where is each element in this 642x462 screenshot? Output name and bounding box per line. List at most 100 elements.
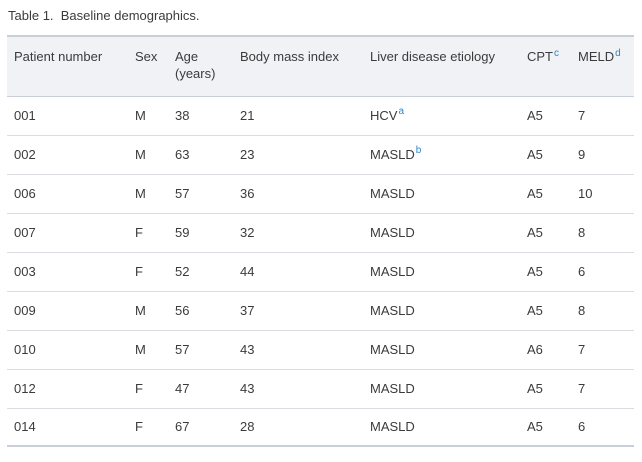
table-row: 002 M 63 23 MASLDb A5 9 bbox=[7, 135, 634, 175]
cell-body-mass-index: 37 bbox=[233, 291, 363, 331]
cell-age: 47 bbox=[168, 369, 233, 409]
cell-age: 52 bbox=[168, 252, 233, 292]
cell-body-mass-index: 36 bbox=[233, 174, 363, 214]
cell-age: 67 bbox=[168, 408, 233, 447]
cell-liver-disease-etiology: MASLD bbox=[363, 291, 520, 331]
cell-patient-number: 006 bbox=[7, 174, 128, 214]
cell-sex: M bbox=[128, 135, 168, 175]
cell-meld: 8 bbox=[571, 291, 634, 331]
col-header-label: Liver disease etiology bbox=[370, 49, 496, 64]
col-header-label: Age (years) bbox=[175, 49, 216, 81]
cell-sex: M bbox=[128, 291, 168, 331]
table-row: 012 F 47 43 MASLD A5 7 bbox=[7, 369, 634, 409]
cell-cpt: A5 bbox=[520, 135, 571, 175]
table-body: 001 M 38 21 HCVa A5 7 002 M 63 23 MASLDb… bbox=[7, 96, 634, 447]
table-row: 003 F 52 44 MASLD A5 6 bbox=[7, 252, 634, 292]
cell-body-mass-index: 23 bbox=[233, 135, 363, 175]
table-caption: Table 1. Baseline demographics. bbox=[8, 8, 200, 23]
etiology-text: MASLD bbox=[370, 418, 415, 434]
etiology-text: MASLD bbox=[370, 302, 415, 318]
cell-patient-number: 007 bbox=[7, 213, 128, 253]
cell-sex: M bbox=[128, 96, 168, 136]
cell-liver-disease-etiology: MASLD bbox=[363, 252, 520, 292]
cell-liver-disease-etiology: MASLDb bbox=[363, 135, 520, 175]
cell-age: 57 bbox=[168, 174, 233, 214]
footnote-ref[interactable]: b bbox=[415, 145, 422, 157]
cell-body-mass-index: 43 bbox=[233, 330, 363, 370]
cell-cpt: A5 bbox=[520, 291, 571, 331]
etiology-text: MASLD bbox=[370, 146, 415, 162]
cell-cpt: A5 bbox=[520, 369, 571, 409]
cell-meld: 9 bbox=[571, 135, 634, 175]
etiology-text: MASLD bbox=[370, 185, 415, 201]
cell-body-mass-index: 32 bbox=[233, 213, 363, 253]
cell-cpt: A5 bbox=[520, 174, 571, 214]
cell-patient-number: 003 bbox=[7, 252, 128, 292]
cell-sex: F bbox=[128, 213, 168, 253]
cell-meld: 8 bbox=[571, 213, 634, 253]
cell-patient-number: 009 bbox=[7, 291, 128, 331]
col-header-body-mass-index: Body mass index bbox=[233, 35, 363, 97]
col-header-label: Sex bbox=[135, 49, 158, 64]
cell-sex: M bbox=[128, 174, 168, 214]
table-row: 006 M 57 36 MASLD A5 10 bbox=[7, 174, 634, 214]
cell-liver-disease-etiology: MASLD bbox=[363, 213, 520, 253]
etiology-text: MASLD bbox=[370, 224, 415, 240]
footnote-ref-c[interactable]: c bbox=[554, 47, 559, 59]
cell-cpt: A5 bbox=[520, 96, 571, 136]
cell-sex: F bbox=[128, 369, 168, 409]
col-header-label: Patient number bbox=[14, 49, 103, 64]
table-row: 001 M 38 21 HCVa A5 7 bbox=[7, 96, 634, 136]
col-header-age: Age (years) bbox=[168, 35, 233, 97]
etiology-text: MASLD bbox=[370, 263, 415, 279]
article-table-section: Table 1. Baseline demographics. Patient … bbox=[7, 8, 634, 447]
header-row: Patient number Sex Age (years) Body mass… bbox=[7, 35, 634, 97]
table-row: 014 F 67 28 MASLD A5 6 bbox=[7, 408, 634, 447]
col-header-label: MELD bbox=[578, 49, 615, 64]
etiology-text: MASLD bbox=[370, 341, 415, 357]
cell-patient-number: 002 bbox=[7, 135, 128, 175]
col-header-label: Body mass index bbox=[240, 49, 339, 64]
col-header-meld: MELDd bbox=[571, 35, 634, 97]
cell-liver-disease-etiology: MASLD bbox=[363, 174, 520, 214]
cell-meld: 6 bbox=[571, 408, 634, 447]
cell-patient-number: 010 bbox=[7, 330, 128, 370]
cell-meld: 7 bbox=[571, 96, 634, 136]
cell-age: 59 bbox=[168, 213, 233, 253]
table-row: 009 M 56 37 MASLD A5 8 bbox=[7, 291, 634, 331]
etiology-text: HCV bbox=[370, 107, 398, 123]
cell-liver-disease-etiology: MASLD bbox=[363, 369, 520, 409]
cell-sex: M bbox=[128, 330, 168, 370]
col-header-liver-disease-etiology: Liver disease etiology bbox=[363, 35, 520, 97]
cell-meld: 7 bbox=[571, 369, 634, 409]
col-header-sex: Sex bbox=[128, 35, 168, 97]
cell-sex: F bbox=[128, 408, 168, 447]
cell-meld: 6 bbox=[571, 252, 634, 292]
cell-patient-number: 012 bbox=[7, 369, 128, 409]
table-header: Patient number Sex Age (years) Body mass… bbox=[7, 35, 634, 97]
table-row: 010 M 57 43 MASLD A6 7 bbox=[7, 330, 634, 370]
cell-liver-disease-etiology: MASLD bbox=[363, 330, 520, 370]
cell-cpt: A5 bbox=[520, 252, 571, 292]
cell-cpt: A6 bbox=[520, 330, 571, 370]
col-header-patient-number: Patient number bbox=[7, 35, 128, 97]
col-header-cpt: CPTc bbox=[520, 35, 571, 97]
etiology-text: MASLD bbox=[370, 380, 415, 396]
cell-age: 56 bbox=[168, 291, 233, 331]
cell-age: 38 bbox=[168, 96, 233, 136]
baseline-demographics-table: Patient number Sex Age (years) Body mass… bbox=[7, 35, 634, 447]
cell-patient-number: 001 bbox=[7, 96, 128, 136]
col-header-label: CPT bbox=[527, 49, 553, 64]
cell-age: 63 bbox=[168, 135, 233, 175]
table-row: 007 F 59 32 MASLD A5 8 bbox=[7, 213, 634, 253]
cell-body-mass-index: 44 bbox=[233, 252, 363, 292]
footnote-ref-d[interactable]: d bbox=[615, 47, 621, 59]
cell-sex: F bbox=[128, 252, 168, 292]
cell-liver-disease-etiology: HCVa bbox=[363, 96, 520, 136]
cell-cpt: A5 bbox=[520, 408, 571, 447]
cell-body-mass-index: 43 bbox=[233, 369, 363, 409]
footnote-ref[interactable]: a bbox=[398, 106, 405, 118]
cell-liver-disease-etiology: MASLD bbox=[363, 408, 520, 447]
cell-cpt: A5 bbox=[520, 213, 571, 253]
cell-patient-number: 014 bbox=[7, 408, 128, 447]
